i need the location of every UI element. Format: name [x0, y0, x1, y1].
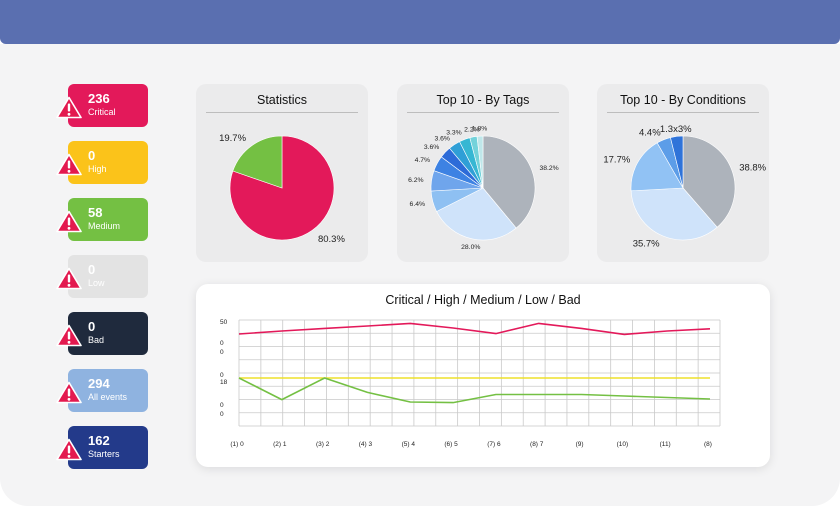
x-tick-label: (8) 7	[530, 441, 544, 448]
x-tick-label: (10)	[617, 441, 629, 448]
pie-label: 4.4%	[639, 128, 661, 139]
pie-slice[interactable]	[670, 135, 684, 189]
pie-label: 6.4%	[410, 201, 426, 208]
pie-label: 28.0%	[461, 244, 480, 251]
alert-triangle-icon	[56, 210, 82, 233]
alert-triangle-icon	[56, 381, 82, 404]
x-tick-label: (5) 4	[402, 441, 416, 448]
status-card-high[interactable]: 0 High	[56, 141, 148, 184]
pie-label: 1.3x3%	[660, 124, 692, 135]
pie-label: 38.2%	[539, 165, 558, 172]
x-tick-label: (7) 6	[487, 441, 501, 448]
status-count: 0	[88, 262, 96, 277]
pie-label: 1.8%	[472, 125, 488, 132]
status-label: Bad	[88, 335, 105, 345]
pie-label: 6.2%	[408, 177, 424, 184]
alert-triangle-icon	[56, 438, 82, 461]
status-count: 162	[88, 433, 110, 448]
y-tick-label: 0	[220, 349, 224, 356]
x-tick-label: (8)	[704, 441, 712, 448]
panel-title: Top 10 - By Conditions	[607, 93, 759, 113]
status-card-starters[interactable]: 162 Starters	[56, 426, 148, 469]
statistics-panel: Statistics 80.3% 19.7%	[196, 84, 368, 262]
x-tick-label: (6) 5	[444, 441, 458, 448]
y-tick-label: 0	[220, 411, 224, 418]
series-line	[238, 322, 711, 336]
pie-label: 4.7%	[415, 157, 431, 164]
status-label: Medium	[88, 221, 121, 231]
y-tick-label: 50	[220, 319, 228, 326]
pie-slice[interactable]	[476, 135, 484, 189]
status-count: 0	[88, 148, 96, 163]
tags-pie-chart: 38.2%28.0%6.4%6.2%4.7%3.6%3.6%3.3% 2.2%1.…	[408, 125, 559, 251]
pie-label: 19.7%	[219, 133, 246, 144]
pie-label: 17.7%	[603, 155, 630, 166]
status-count: 236	[88, 91, 110, 106]
pie-label: 80.3%	[318, 234, 345, 245]
pie-slice[interactable]	[436, 187, 517, 241]
panel-title: Statistics	[206, 93, 358, 113]
pie-label: 35.7%	[633, 239, 660, 250]
line-chart-card: Critical / High / Medium / Low / Bad 50 0…	[196, 284, 770, 467]
y-tick-label: 0	[220, 372, 224, 379]
x-tick-label: (11)	[660, 441, 671, 448]
pie-label: 3.6%	[424, 144, 440, 151]
panel-title: Top 10 - By Tags	[407, 93, 559, 113]
status-count: 0	[88, 319, 96, 334]
alert-triangle-icon	[56, 267, 82, 290]
x-tick-label: (4) 3	[359, 441, 373, 448]
status-label: Starters	[88, 449, 120, 459]
statistics-pie-chart: 80.3% 19.7%	[219, 133, 345, 245]
top-bar	[0, 0, 840, 44]
pie-label: 3.6%	[434, 135, 450, 142]
status-card-low[interactable]: 0 Low	[56, 255, 148, 298]
status-label: High	[88, 164, 107, 174]
pie-slice[interactable]	[232, 135, 283, 189]
status-label: Low	[88, 278, 105, 288]
status-card-critical[interactable]: 236 Critical	[56, 84, 148, 127]
pie-slice[interactable]	[229, 135, 335, 241]
status-count: 58	[88, 205, 103, 220]
line-chart-title: Critical / High / Medium / Low / Bad	[385, 293, 581, 307]
pie-slice[interactable]	[630, 142, 684, 192]
pie-label: 38.8%	[739, 162, 766, 173]
pie-slice[interactable]	[682, 135, 736, 228]
status-card-bad[interactable]: 0 Bad	[56, 312, 148, 355]
status-label: Critical	[88, 107, 116, 117]
status-card-medium[interactable]: 58 Medium	[56, 198, 148, 241]
x-tick-label: (2) 1	[273, 441, 287, 448]
conditions-panel: Top 10 - By Conditions 38.8% 35.7% 17.7% 4.…	[597, 84, 769, 262]
alert-triangle-icon	[56, 324, 82, 347]
y-tick-label: 0	[220, 402, 224, 409]
chart-grid	[238, 319, 721, 427]
y-tick-label: 18	[220, 379, 228, 386]
tags-panel: Top 10 - By Tags 38.2% 28.0% 6.4% 6.2% 4.7% 3…	[397, 84, 569, 262]
pie-slice[interactable]	[482, 135, 536, 229]
alert-triangle-icon	[56, 153, 82, 176]
pie-label: 3.3%	[446, 129, 462, 136]
status-label: All events	[88, 392, 128, 402]
pie-label: 2.2%	[464, 126, 480, 133]
y-tick-label: 0	[220, 340, 224, 347]
status-count: 294	[88, 376, 110, 391]
x-tick-label: (9)	[576, 441, 584, 448]
pie-slice[interactable]	[630, 187, 718, 241]
x-tick-label: (3) 2	[316, 441, 330, 448]
conditions-pie-chart: 38.8% 35.7% 17.7% 4.4% 1.3x3%	[603, 124, 766, 250]
status-card-all-events[interactable]: 294 All events	[56, 369, 148, 412]
alert-triangle-icon	[56, 96, 82, 119]
series-line	[238, 377, 711, 404]
x-tick-label: (1) 0	[230, 441, 244, 448]
